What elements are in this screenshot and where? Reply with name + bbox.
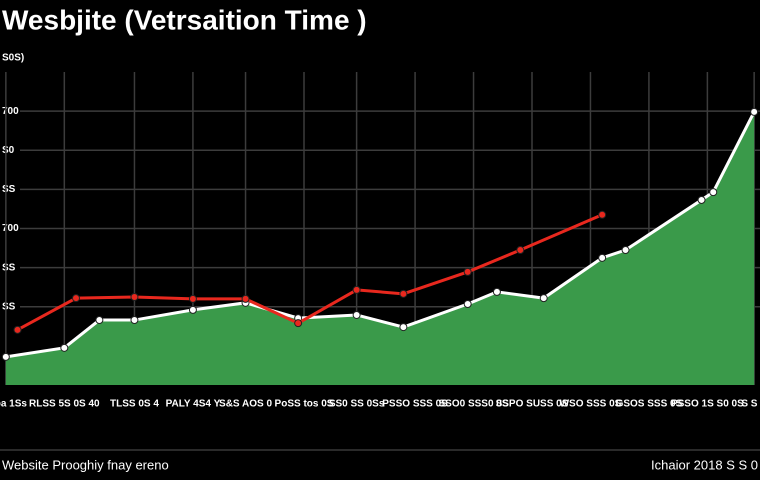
y-tick-label: 700 bbox=[2, 106, 19, 117]
point bbox=[352, 310, 361, 319]
point bbox=[60, 343, 69, 352]
point bbox=[188, 305, 197, 314]
point bbox=[294, 319, 303, 328]
chart-title: Wesbjite (Vetrsaition Time ) bbox=[2, 4, 367, 35]
x-tick-label: PSSO 1S S0 0S bbox=[671, 399, 744, 410]
x-tick-label: PSSO SSS 0S bbox=[382, 399, 448, 410]
y-axis-label: S0S) bbox=[2, 53, 24, 64]
point bbox=[463, 267, 472, 276]
x-tick-label: SSPO SUSS 0S bbox=[496, 399, 569, 410]
point bbox=[463, 300, 472, 309]
y-tick-label: S0 bbox=[2, 145, 15, 156]
point bbox=[539, 294, 548, 303]
point bbox=[697, 195, 706, 204]
x-tick-label: Stba 1Ss bbox=[0, 399, 27, 410]
x-tick-label: TLSS 0S 4 bbox=[110, 399, 159, 410]
x-tick-label: RLSS 5S 0S 40 bbox=[29, 399, 100, 410]
x-tick-label: S S S bbox=[741, 399, 760, 410]
x-tick-label: SS0 SS 0Ss bbox=[329, 399, 385, 410]
x-tick-label: GSOS SSS 0S bbox=[616, 399, 683, 410]
point bbox=[399, 323, 408, 332]
y-tick-label: SS bbox=[2, 184, 16, 195]
point bbox=[750, 107, 759, 116]
point bbox=[130, 316, 139, 325]
x-tick-label: S&S AOS 0 bbox=[219, 399, 272, 410]
point bbox=[492, 287, 501, 296]
footer-right: Ichaior 2018 S S 0 bbox=[651, 457, 758, 472]
point bbox=[352, 285, 361, 294]
area bbox=[5, 111, 755, 385]
point bbox=[72, 294, 80, 303]
x-tick-label: SSO0 SSS0 0S bbox=[439, 399, 509, 410]
point bbox=[130, 292, 139, 301]
point bbox=[709, 188, 718, 197]
point bbox=[598, 210, 607, 219]
x-tick-label: WSO SSS 0S bbox=[560, 399, 622, 410]
point bbox=[241, 294, 250, 303]
point bbox=[621, 246, 630, 255]
footer-left: Website Prooghiy fnay ereno bbox=[2, 457, 169, 472]
x-tick-label: PoSS tos 0S bbox=[275, 399, 334, 410]
y-tick-label: 700 bbox=[2, 223, 19, 234]
point bbox=[1, 352, 10, 361]
point bbox=[399, 289, 408, 298]
point bbox=[188, 294, 197, 303]
x-tick-label: PALY 4S4 Y bbox=[166, 399, 221, 410]
point bbox=[95, 316, 104, 325]
point bbox=[598, 253, 607, 262]
y-tick-label: SS bbox=[2, 262, 16, 273]
y-tick-label: SS bbox=[2, 301, 16, 312]
point bbox=[13, 325, 22, 334]
point bbox=[516, 246, 525, 255]
